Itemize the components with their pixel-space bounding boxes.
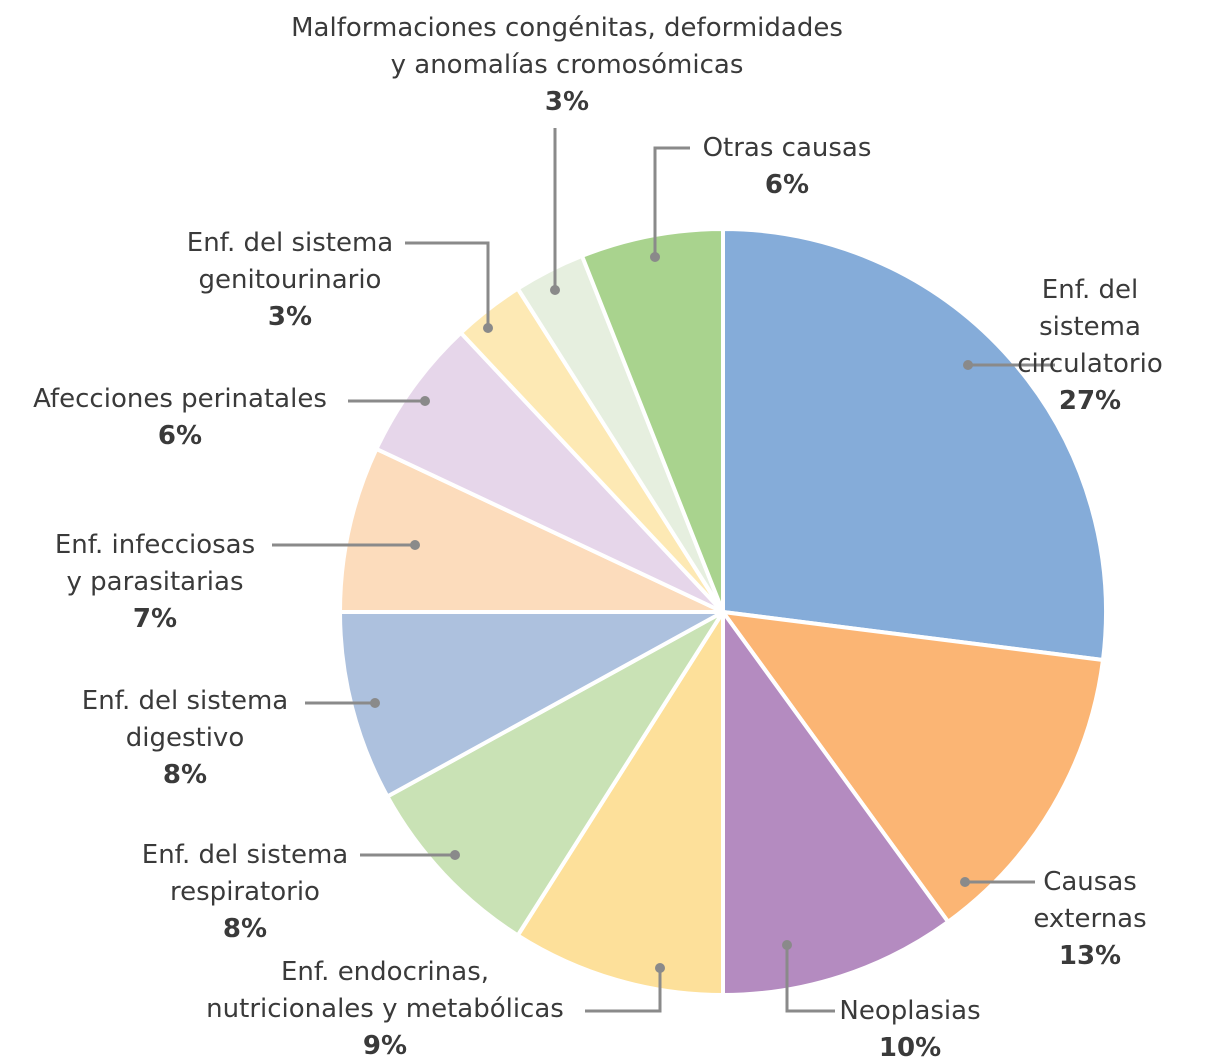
leader-dot: [550, 285, 560, 295]
category-label: Enf. del sistema digestivo: [81, 686, 289, 753]
leader-dot: [450, 850, 460, 860]
value-label: 13%: [1058, 941, 1122, 971]
value-label: 6%: [764, 170, 810, 200]
slice-label: Enf. endocrinas, nutricionales y metaból…: [206, 954, 564, 1060]
value-label: 10%: [878, 1033, 942, 1060]
pie-slice: [338, 610, 725, 799]
slice-label: Enf. del sistema genitourinario 3%: [187, 225, 393, 336]
slice-label: Malformaciones congénitas, deformidades …: [291, 10, 843, 121]
leader-dot: [650, 252, 660, 262]
category-label: Malformaciones congénitas, deformidades …: [291, 13, 843, 80]
pie-slice: [385, 610, 725, 938]
leader-dot: [370, 698, 380, 708]
leader-dot: [960, 877, 970, 887]
slice-label: Enf. del sistema respiratorio 8%: [142, 837, 348, 948]
category-label: Enf. infecciosas y parasitarias: [54, 530, 256, 597]
category-label: Neoplasias: [839, 996, 981, 1026]
value-label: 8%: [222, 914, 268, 944]
category-label: Enf. del sistema respiratorio: [141, 840, 349, 907]
value-label: 3%: [544, 87, 590, 117]
value-label: 8%: [162, 760, 208, 790]
slice-label: Enf. infecciosas y parasitarias 7%: [55, 527, 255, 638]
slice-label: Afecciones perinatales 6%: [33, 381, 327, 455]
pie-slice: [721, 610, 1105, 924]
leader-line: [585, 968, 662, 1013]
pie-slice: [721, 227, 1108, 663]
leader-dot: [782, 940, 792, 950]
category-label: Otras causas: [702, 133, 872, 163]
pie-slice: [515, 610, 725, 997]
category-label: Causas externas: [1033, 867, 1147, 934]
pie-slice: [374, 330, 725, 614]
leader-line: [405, 241, 490, 328]
leader-dot: [963, 360, 973, 370]
leader-dot: [410, 540, 420, 550]
leader-dot: [655, 963, 665, 973]
leader-line: [653, 146, 690, 257]
slice-label: Enf. del sistema circulatorio 27%: [1017, 272, 1163, 420]
category-label: Enf. endocrinas, nutricionales y metaból…: [206, 957, 564, 1024]
pie-slice: [338, 446, 725, 614]
pie-slice: [580, 227, 725, 614]
leader-line: [785, 945, 835, 1013]
slice-label: Causas externas 13%: [1033, 864, 1146, 975]
pie-slice: [721, 610, 951, 997]
value-label: 27%: [1058, 386, 1122, 416]
value-label: 6%: [157, 421, 203, 451]
value-label: 7%: [132, 604, 178, 634]
slice-label: Enf. del sistema digestivo 8%: [82, 683, 288, 794]
category-label: Afecciones perinatales: [33, 384, 327, 414]
category-label: Enf. del sistema circulatorio: [1017, 275, 1163, 379]
value-label: 3%: [267, 302, 313, 332]
slice-label: Neoplasias 10%: [839, 993, 980, 1060]
slice-label: Otras causas 6%: [703, 130, 872, 204]
value-label: 9%: [362, 1031, 408, 1060]
leader-dot: [483, 323, 493, 333]
category-label: Enf. del sistema genitourinario: [186, 228, 394, 295]
leader-dot: [420, 396, 430, 406]
